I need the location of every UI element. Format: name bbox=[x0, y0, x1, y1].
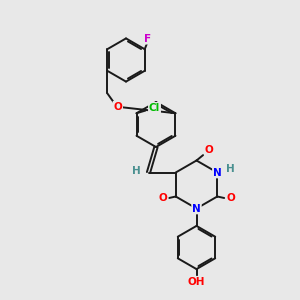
Text: Cl: Cl bbox=[149, 103, 160, 113]
Text: O: O bbox=[113, 102, 122, 112]
Text: H: H bbox=[131, 166, 140, 176]
Text: O: O bbox=[226, 193, 235, 203]
Text: OH: OH bbox=[188, 277, 205, 287]
Text: F: F bbox=[143, 34, 151, 44]
Text: O: O bbox=[159, 193, 167, 203]
Text: O: O bbox=[205, 145, 214, 155]
Text: N: N bbox=[192, 203, 201, 214]
Text: N: N bbox=[213, 167, 222, 178]
Text: H: H bbox=[226, 164, 234, 174]
